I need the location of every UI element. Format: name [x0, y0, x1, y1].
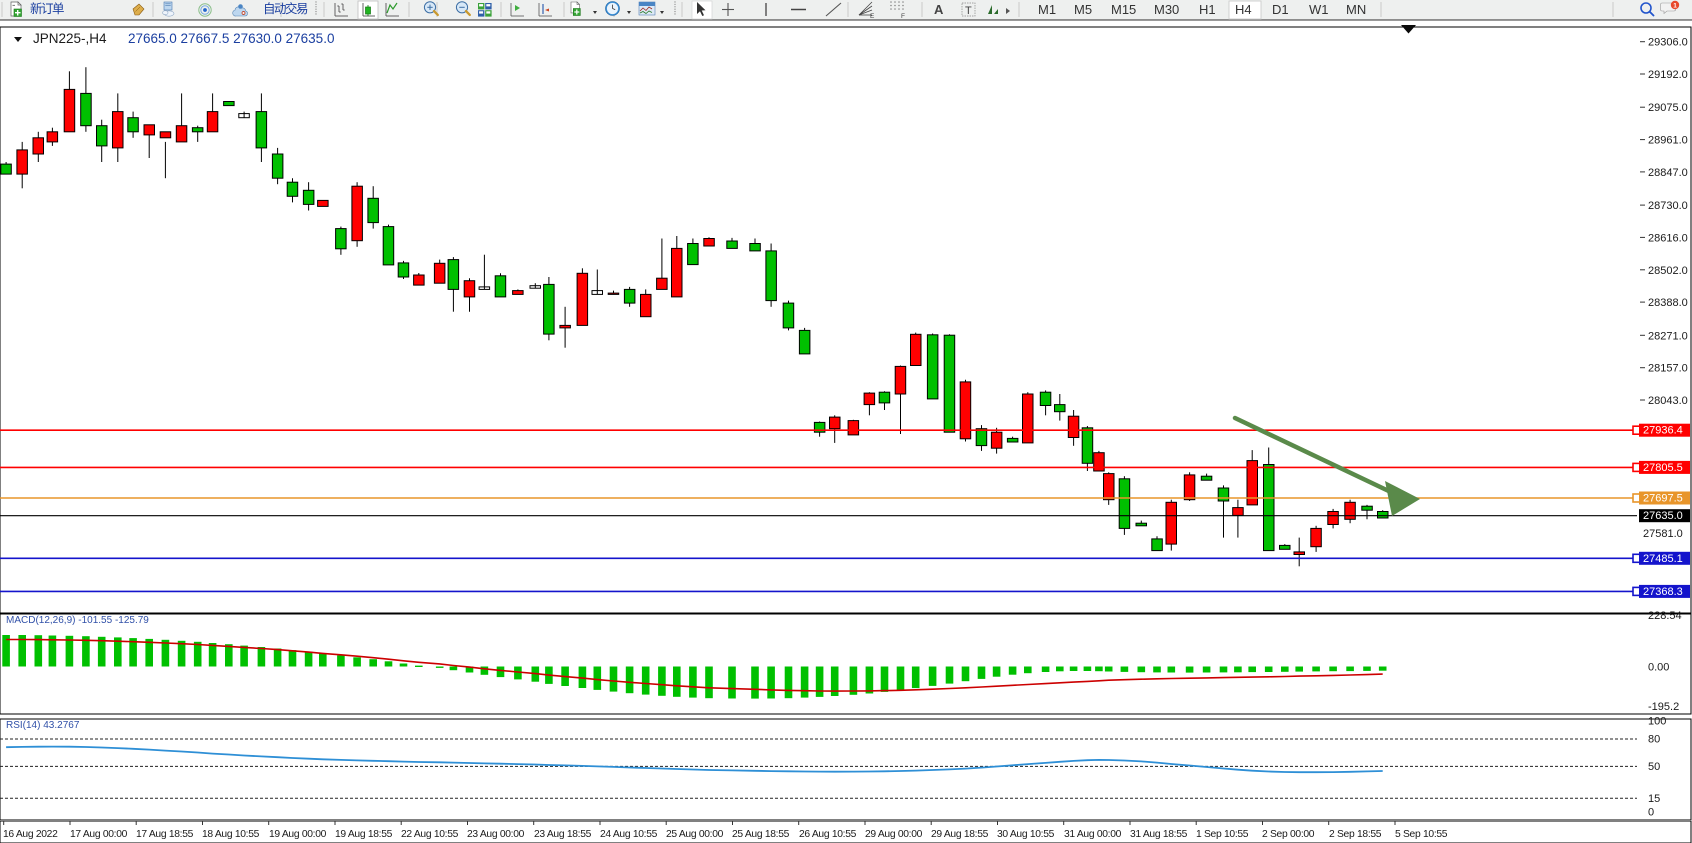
svg-text:50: 50 [1648, 761, 1660, 773]
svg-text:31 Aug 00:00: 31 Aug 00:00 [1064, 829, 1122, 840]
svg-text:23 Aug 18:55: 23 Aug 18:55 [534, 829, 592, 840]
svg-text:26 Aug 10:55: 26 Aug 10:55 [799, 829, 857, 840]
svg-text:27697.5: 27697.5 [1643, 493, 1683, 505]
svg-text:22 Aug 10:55: 22 Aug 10:55 [401, 829, 459, 840]
svg-text:JPN225-,H4: JPN225-,H4 [33, 31, 107, 46]
svg-text:27635.0: 27635.0 [1643, 510, 1683, 522]
svg-text:28961.0: 28961.0 [1648, 135, 1688, 147]
svg-text:RSI(14) 43.2767: RSI(14) 43.2767 [6, 720, 80, 731]
svg-text:31 Aug 18:55: 31 Aug 18:55 [1130, 829, 1188, 840]
svg-text:16 Aug 2022: 16 Aug 2022 [3, 829, 58, 840]
svg-text:17 Aug 18:55: 17 Aug 18:55 [136, 829, 194, 840]
svg-text:17 Aug 00:00: 17 Aug 00:00 [70, 829, 128, 840]
svg-text:1 Sep 10:55: 1 Sep 10:55 [1196, 829, 1249, 840]
svg-text:27581.0: 27581.0 [1643, 528, 1683, 540]
svg-text:24 Aug 10:55: 24 Aug 10:55 [600, 829, 658, 840]
svg-text:28847.0: 28847.0 [1648, 167, 1688, 179]
svg-text:29 Aug 18:55: 29 Aug 18:55 [931, 829, 989, 840]
svg-text:29075.0: 29075.0 [1648, 102, 1688, 114]
svg-text:23 Aug 00:00: 23 Aug 00:00 [467, 829, 525, 840]
svg-text:29192.0: 29192.0 [1648, 69, 1688, 81]
svg-text:28730.0: 28730.0 [1648, 200, 1688, 212]
svg-text:28271.0: 28271.0 [1648, 330, 1688, 342]
svg-text:-195.2: -195.2 [1648, 701, 1679, 713]
svg-text:27665.0 27667.5 27630.0 27635.: 27665.0 27667.5 27630.0 27635.0 [128, 31, 334, 46]
svg-text:25 Aug 18:55: 25 Aug 18:55 [732, 829, 790, 840]
svg-text:27368.3: 27368.3 [1643, 586, 1683, 598]
svg-text:15: 15 [1648, 793, 1660, 805]
svg-text:19 Aug 00:00: 19 Aug 00:00 [269, 829, 327, 840]
svg-text:27936.4: 27936.4 [1643, 425, 1683, 437]
svg-text:19 Aug 18:55: 19 Aug 18:55 [335, 829, 393, 840]
svg-text:29306.0: 29306.0 [1648, 37, 1688, 49]
svg-text:0.00: 0.00 [1648, 662, 1669, 674]
svg-text:100: 100 [1648, 716, 1666, 728]
svg-text:30 Aug 10:55: 30 Aug 10:55 [997, 829, 1055, 840]
svg-text:28157.0: 28157.0 [1648, 363, 1688, 375]
svg-text:27805.5: 27805.5 [1643, 462, 1683, 474]
svg-text:28388.0: 28388.0 [1648, 297, 1688, 309]
svg-text:28043.0: 28043.0 [1648, 395, 1688, 407]
svg-text:2 Sep 18:55: 2 Sep 18:55 [1329, 829, 1382, 840]
svg-text:28502.0: 28502.0 [1648, 265, 1688, 277]
svg-text:27485.1: 27485.1 [1643, 553, 1683, 565]
svg-text:25 Aug 00:00: 25 Aug 00:00 [666, 829, 724, 840]
svg-text:228.54: 228.54 [1648, 610, 1682, 622]
svg-text:5 Sep 10:55: 5 Sep 10:55 [1395, 829, 1448, 840]
svg-text:18 Aug 10:55: 18 Aug 10:55 [202, 829, 260, 840]
svg-text:2 Sep 00:00: 2 Sep 00:00 [1262, 829, 1315, 840]
svg-text:29 Aug 00:00: 29 Aug 00:00 [865, 829, 923, 840]
svg-text:80: 80 [1648, 734, 1660, 746]
svg-text:MACD(12,26,9) -101.55 -125.79: MACD(12,26,9) -101.55 -125.79 [6, 615, 149, 626]
svg-text:28616.0: 28616.0 [1648, 232, 1688, 244]
svg-text:0: 0 [1648, 807, 1654, 819]
